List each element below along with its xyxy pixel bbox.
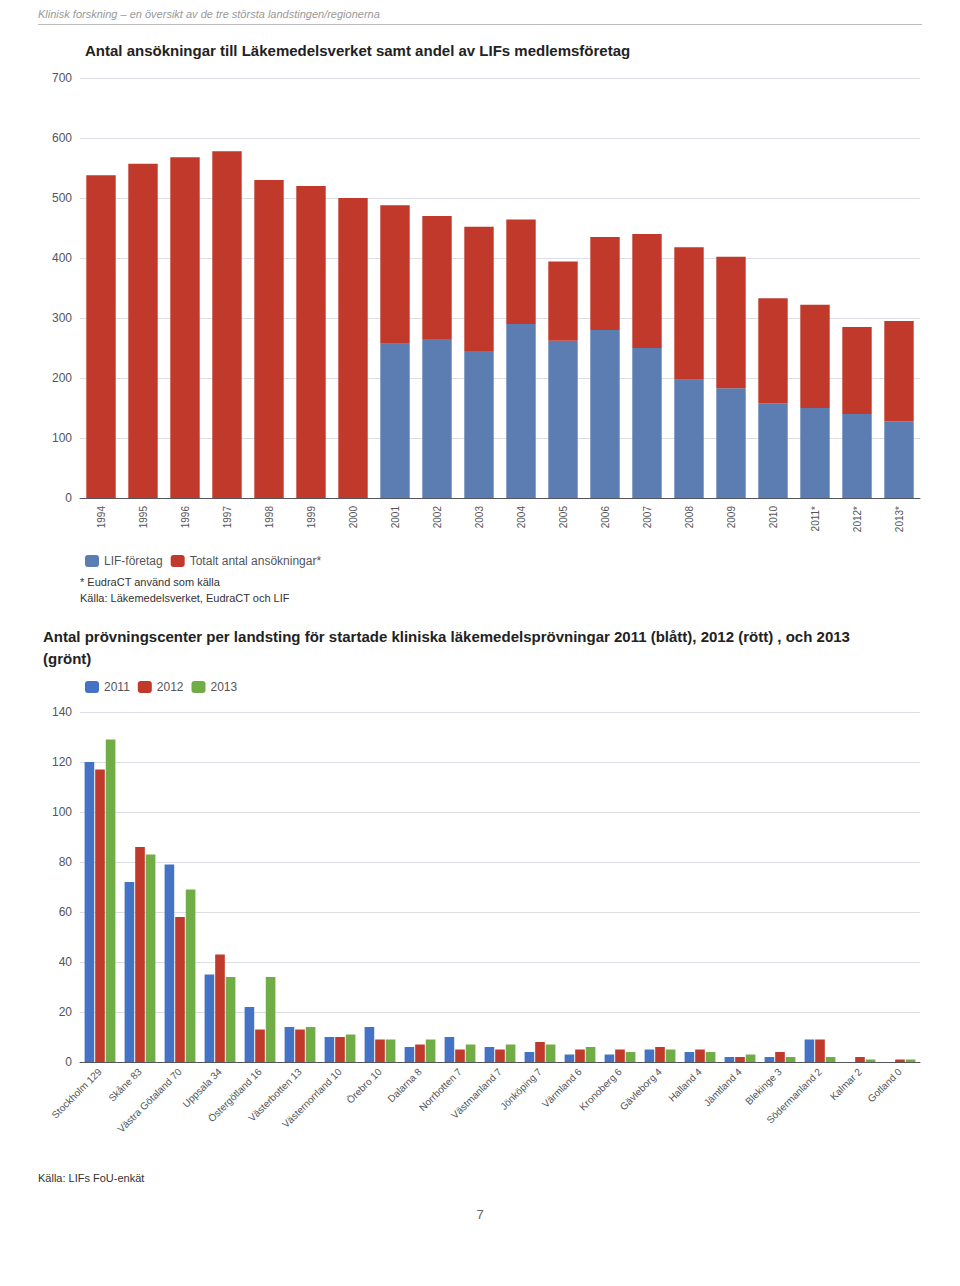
svg-text:200: 200 <box>52 371 72 385</box>
svg-text:Gävleborg 4: Gävleborg 4 <box>618 1066 665 1113</box>
svg-text:2008: 2008 <box>684 506 695 529</box>
svg-text:Klinisk forskning – en översik: Klinisk forskning – en översikt av de tr… <box>38 8 380 20</box>
svg-text:100: 100 <box>52 805 72 819</box>
svg-text:* EudraCT använd som källa: * EudraCT använd som källa <box>80 576 221 588</box>
svg-text:2004: 2004 <box>516 506 527 529</box>
svg-text:7: 7 <box>476 1207 483 1222</box>
svg-text:Totalt antal ansökningar*: Totalt antal ansökningar* <box>190 554 322 568</box>
svg-text:1994: 1994 <box>96 506 107 529</box>
svg-text:2005: 2005 <box>558 506 569 529</box>
svg-text:600: 600 <box>52 131 72 145</box>
svg-text:2012: 2012 <box>157 680 184 694</box>
svg-text:Dalarna 8: Dalarna 8 <box>385 1066 424 1105</box>
svg-text:2009: 2009 <box>726 506 737 529</box>
svg-text:1996: 1996 <box>180 506 191 529</box>
svg-text:2011*: 2011* <box>810 506 821 532</box>
svg-text:2013: 2013 <box>211 680 238 694</box>
svg-text:40: 40 <box>59 955 73 969</box>
svg-text:120: 120 <box>52 755 72 769</box>
svg-text:20: 20 <box>59 1005 73 1019</box>
svg-text:2002: 2002 <box>432 506 443 529</box>
svg-text:Källa: LIFs FoU-enkät: Källa: LIFs FoU-enkät <box>38 1172 144 1184</box>
svg-text:2003: 2003 <box>474 506 485 529</box>
svg-text:Norrbotten 7: Norrbotten 7 <box>416 1066 464 1114</box>
svg-text:2011: 2011 <box>104 680 130 694</box>
svg-text:Västernorrland 10: Västernorrland 10 <box>280 1066 344 1130</box>
svg-text:Jönköping 7: Jönköping 7 <box>498 1066 544 1112</box>
svg-text:Stockholm 129: Stockholm 129 <box>49 1066 104 1121</box>
svg-text:400: 400 <box>52 251 72 265</box>
svg-text:1995: 1995 <box>138 506 149 529</box>
svg-text:Kronoberg 6: Kronoberg 6 <box>577 1066 624 1113</box>
svg-text:2001: 2001 <box>390 506 401 529</box>
svg-text:2000: 2000 <box>348 506 359 529</box>
svg-text:2012*: 2012* <box>852 506 863 532</box>
svg-text:Uppsala 34: Uppsala 34 <box>180 1066 224 1110</box>
svg-text:80: 80 <box>59 855 73 869</box>
svg-text:1998: 1998 <box>264 506 275 529</box>
svg-text:Östergötland 16: Östergötland 16 <box>205 1066 264 1125</box>
svg-text:1997: 1997 <box>222 506 233 529</box>
svg-text:Gotland 0: Gotland 0 <box>865 1066 904 1105</box>
svg-text:Södermanland 2: Södermanland 2 <box>764 1066 824 1126</box>
svg-text:100: 100 <box>52 431 72 445</box>
svg-text:140: 140 <box>52 705 72 719</box>
svg-text:Blekinge 3: Blekinge 3 <box>743 1066 784 1107</box>
svg-text:Västra Götaland 70: Västra Götaland 70 <box>115 1066 184 1135</box>
svg-text:LIF-företag: LIF-företag <box>104 554 163 568</box>
svg-text:Örebro 10: Örebro 10 <box>344 1066 384 1106</box>
svg-text:1999: 1999 <box>306 506 317 529</box>
svg-text:2013*: 2013* <box>894 506 905 532</box>
svg-text:Jämtland 4: Jämtland 4 <box>702 1066 745 1109</box>
svg-text:(grönt): (grönt) <box>43 650 91 667</box>
svg-text:Kalmar 2: Kalmar 2 <box>828 1066 864 1102</box>
svg-text:Skåne 83: Skåne 83 <box>106 1066 144 1104</box>
svg-text:Antal ansökningar till Läkemed: Antal ansökningar till Läkemedelsverket … <box>85 42 630 59</box>
svg-text:2007: 2007 <box>642 506 653 529</box>
svg-text:2010: 2010 <box>768 506 779 529</box>
svg-text:300: 300 <box>52 311 72 325</box>
svg-text:0: 0 <box>65 491 72 505</box>
svg-text:700: 700 <box>52 71 72 85</box>
svg-text:Västerbotten 13: Västerbotten 13 <box>246 1066 304 1124</box>
svg-text:Antal prövningscenter per land: Antal prövningscenter per landsting för … <box>43 628 854 645</box>
svg-text:2006: 2006 <box>600 506 611 529</box>
svg-text:Källa: Läkemedelsverket, Eudra: Källa: Läkemedelsverket, EudraCT och LIF <box>80 592 290 604</box>
svg-text:Västmanland 7: Västmanland 7 <box>449 1066 504 1121</box>
svg-text:Halland 4: Halland 4 <box>666 1066 704 1104</box>
svg-text:Värmland 6: Värmland 6 <box>540 1066 584 1110</box>
svg-text:500: 500 <box>52 191 72 205</box>
svg-text:60: 60 <box>59 905 73 919</box>
svg-text:0: 0 <box>65 1055 72 1069</box>
